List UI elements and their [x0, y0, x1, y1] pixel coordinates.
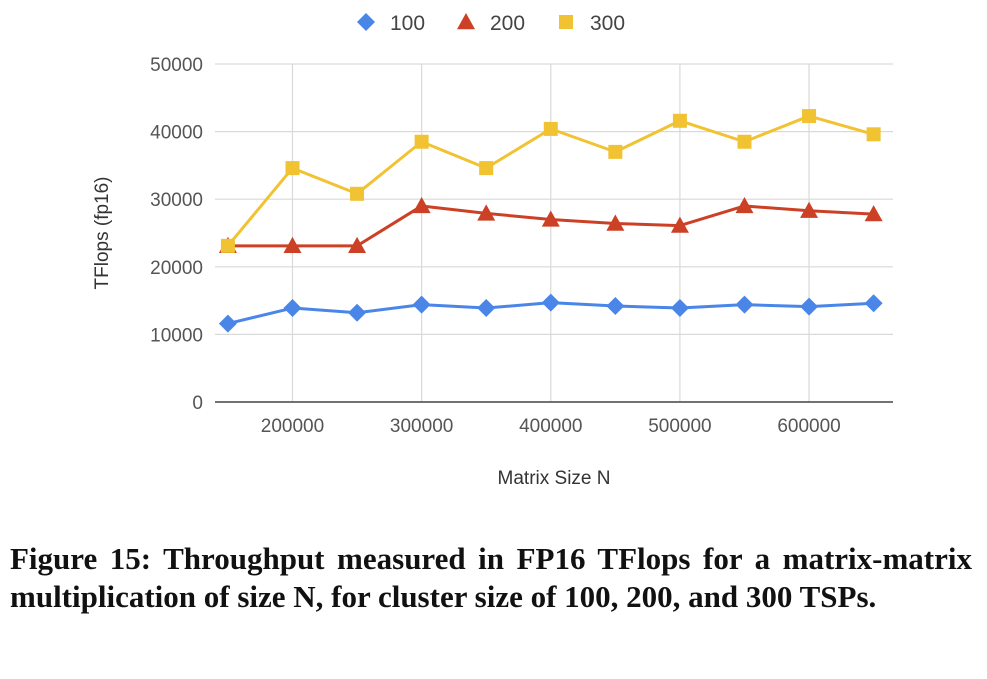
data-point-100 — [412, 295, 431, 314]
figure-caption: Figure 15: Throughput measured in FP16 T… — [10, 541, 972, 614]
series-200 — [218, 196, 883, 254]
data-point-300 — [672, 113, 687, 128]
legend-entry-200: 200 — [457, 12, 525, 35]
data-point-200 — [477, 204, 496, 221]
legend-entry-100: 100 — [357, 12, 425, 35]
x-tick-label: 500000 — [648, 416, 711, 437]
legend-label: 100 — [390, 12, 425, 35]
data-point-300 — [414, 134, 429, 149]
legend-label: 300 — [590, 12, 625, 35]
series-lines — [218, 109, 883, 333]
data-point-100 — [606, 297, 625, 316]
data-point-100 — [864, 294, 883, 313]
data-point-300 — [866, 127, 881, 142]
data-point-200 — [670, 216, 689, 233]
legend-marker-300 — [559, 15, 573, 29]
data-point-300 — [802, 109, 817, 124]
y-tick-label: 50000 — [150, 55, 203, 76]
legend-entry-300: 300 — [559, 12, 625, 35]
data-point-300 — [285, 161, 300, 176]
data-point-200 — [348, 236, 367, 254]
y-tick-label: 0 — [192, 393, 203, 414]
data-point-100 — [218, 314, 237, 333]
data-point-300 — [220, 238, 235, 253]
data-point-200 — [283, 236, 302, 254]
data-point-100 — [735, 295, 754, 314]
y-tick-label: 40000 — [150, 123, 203, 144]
grid — [215, 63, 893, 402]
x-tick-label: 300000 — [390, 416, 453, 437]
x-tick-label: 400000 — [519, 416, 582, 437]
data-point-200 — [412, 196, 431, 214]
data-point-300 — [350, 186, 365, 201]
data-point-200 — [800, 201, 819, 218]
y-tick-label: 20000 — [150, 258, 203, 279]
legend-label: 200 — [490, 12, 525, 35]
data-point-200 — [864, 205, 883, 222]
data-point-100 — [541, 293, 560, 312]
x-tick-label: 200000 — [261, 416, 324, 437]
y-tick-label: 30000 — [150, 190, 203, 211]
data-point-200 — [735, 196, 754, 214]
data-point-300 — [737, 134, 752, 149]
y-axis-title: TFlops (fp16) — [92, 177, 113, 290]
data-point-300 — [608, 144, 623, 159]
data-point-100 — [477, 299, 496, 318]
series-300 — [220, 109, 881, 253]
data-point-100 — [670, 299, 689, 318]
data-point-100 — [800, 297, 819, 316]
legend: 100 200 300 — [357, 12, 625, 35]
data-point-100 — [283, 299, 302, 318]
data-point-300 — [479, 161, 494, 176]
line-chart: 0 10000 20000 30000 40000 50000 200000 300000 40… — [92, 12, 893, 489]
data-point-200 — [541, 210, 560, 227]
axes: 0 10000 20000 30000 40000 50000 200000 300000 40… — [150, 55, 893, 437]
x-axis-title: Matrix Size N — [498, 468, 611, 489]
series-100 — [218, 293, 883, 333]
legend-marker-100 — [357, 13, 375, 31]
data-point-200 — [606, 214, 625, 231]
y-tick-label: 10000 — [150, 325, 203, 346]
data-point-100 — [348, 303, 367, 322]
legend-marker-200 — [457, 13, 475, 30]
data-point-300 — [543, 121, 558, 136]
x-tick-label: 600000 — [777, 416, 840, 437]
